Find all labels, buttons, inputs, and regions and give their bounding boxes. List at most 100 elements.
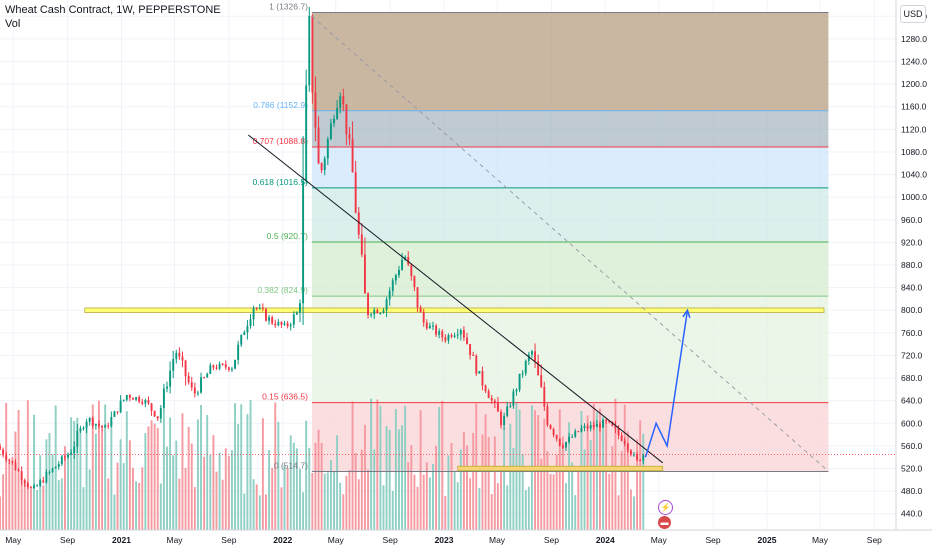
volume-bar [268, 450, 271, 530]
candle-body [292, 314, 295, 325]
time-tick-label: Sep [60, 535, 75, 545]
symbol-legend[interactable]: Wheat Cash Contract, 1W, PEPPERSTONE [5, 4, 221, 16]
candle-body [5, 455, 8, 460]
candle-body [549, 424, 552, 429]
trendline [247, 134, 664, 464]
candle-body [481, 371, 484, 386]
candle-body [88, 418, 91, 422]
candle-body [271, 317, 274, 324]
volume-bar [543, 418, 546, 530]
volume-bar [277, 421, 280, 530]
volume-bar [614, 398, 617, 530]
candle-body [76, 430, 79, 447]
candle-body [524, 360, 527, 374]
price-tick-label: 920.0 [901, 237, 923, 247]
candle-body [534, 351, 536, 362]
candle-body [583, 426, 586, 428]
price-tick-label: 680.0 [901, 373, 923, 383]
candle-body [193, 387, 196, 394]
candle-body [98, 423, 100, 426]
candle-body [397, 269, 400, 276]
volume-legend[interactable]: Vol [5, 18, 21, 30]
volume-bar [190, 443, 193, 530]
candle-body [496, 402, 499, 412]
candle-body [360, 234, 363, 255]
volume-bar [2, 474, 5, 530]
volume-bar [85, 424, 88, 530]
candle-body [453, 335, 456, 337]
fib-level-label: 1 (1326.7) [269, 2, 308, 12]
candle-body [602, 419, 605, 428]
volume-bar [159, 483, 162, 530]
candle-body [466, 337, 468, 345]
volume-bar [193, 487, 196, 530]
volume-bar [26, 400, 29, 530]
candle-body [94, 423, 97, 426]
candle-body [299, 303, 301, 313]
volume-bar [292, 442, 295, 530]
volume-bar [577, 471, 580, 530]
volume-bar [422, 474, 425, 530]
volume-bar [172, 455, 175, 530]
price-tick-label: 720.0 [901, 350, 923, 360]
candle-body [404, 257, 407, 260]
candle-body [518, 373, 521, 390]
candle-body [135, 397, 138, 400]
price-tick-label: 1040.0 [901, 170, 927, 180]
candle-body [586, 426, 589, 429]
lightning-icon[interactable]: ⚡ [658, 500, 673, 515]
candle-body [230, 368, 233, 370]
candle-body [592, 424, 595, 427]
candle-body [407, 257, 410, 265]
candle-body [490, 398, 493, 401]
volume-bar [326, 472, 329, 530]
volume-bar [462, 431, 465, 530]
volume-bar [184, 467, 187, 530]
candle-body [478, 371, 481, 374]
volume-bar [367, 469, 369, 530]
volume-bar [104, 404, 107, 530]
candle-body [60, 456, 63, 465]
candle-body [469, 344, 472, 355]
price-tick-label: 1160.0 [901, 102, 927, 112]
candle-body [623, 440, 626, 444]
price-tick-label: 760.0 [901, 328, 923, 338]
candle-body [289, 324, 292, 327]
volume-bar [51, 454, 54, 530]
candle-body [73, 446, 76, 453]
volume-bar [432, 463, 434, 530]
volume-bar [0, 496, 1, 530]
volume-bar [76, 417, 79, 530]
volume-bar [144, 433, 147, 530]
currency-button[interactable]: USD [900, 5, 926, 23]
candle-body [438, 331, 441, 335]
volume-bar [552, 474, 555, 530]
volume-bar [141, 467, 144, 530]
candle-body [156, 416, 159, 419]
candle-body [472, 354, 475, 356]
candle-body [169, 370, 172, 387]
candle-body [357, 212, 360, 235]
volume-bar [447, 455, 450, 530]
candle-body [546, 406, 549, 425]
volume-bar [156, 428, 159, 530]
volume-bar [101, 429, 104, 530]
candle-body [611, 422, 614, 426]
candle-body [258, 307, 261, 309]
volume-bar [227, 456, 230, 530]
candle-body [617, 428, 620, 436]
volume-bar [178, 478, 181, 530]
time-tick-label: 2025 [758, 535, 777, 545]
price-tick-label: 1200.0 [901, 79, 927, 89]
candle-body [314, 92, 317, 128]
candle-body [82, 427, 85, 429]
candle-body [543, 386, 546, 407]
candle-body [85, 421, 88, 428]
volume-bar [122, 463, 125, 530]
us-flag-icon[interactable]: ▬ [658, 516, 671, 529]
price-tick-label: 1000.0 [901, 192, 927, 202]
volume-bar [94, 433, 97, 530]
volume-bar [565, 482, 567, 530]
price-tick-label: 600.0 [901, 418, 923, 428]
